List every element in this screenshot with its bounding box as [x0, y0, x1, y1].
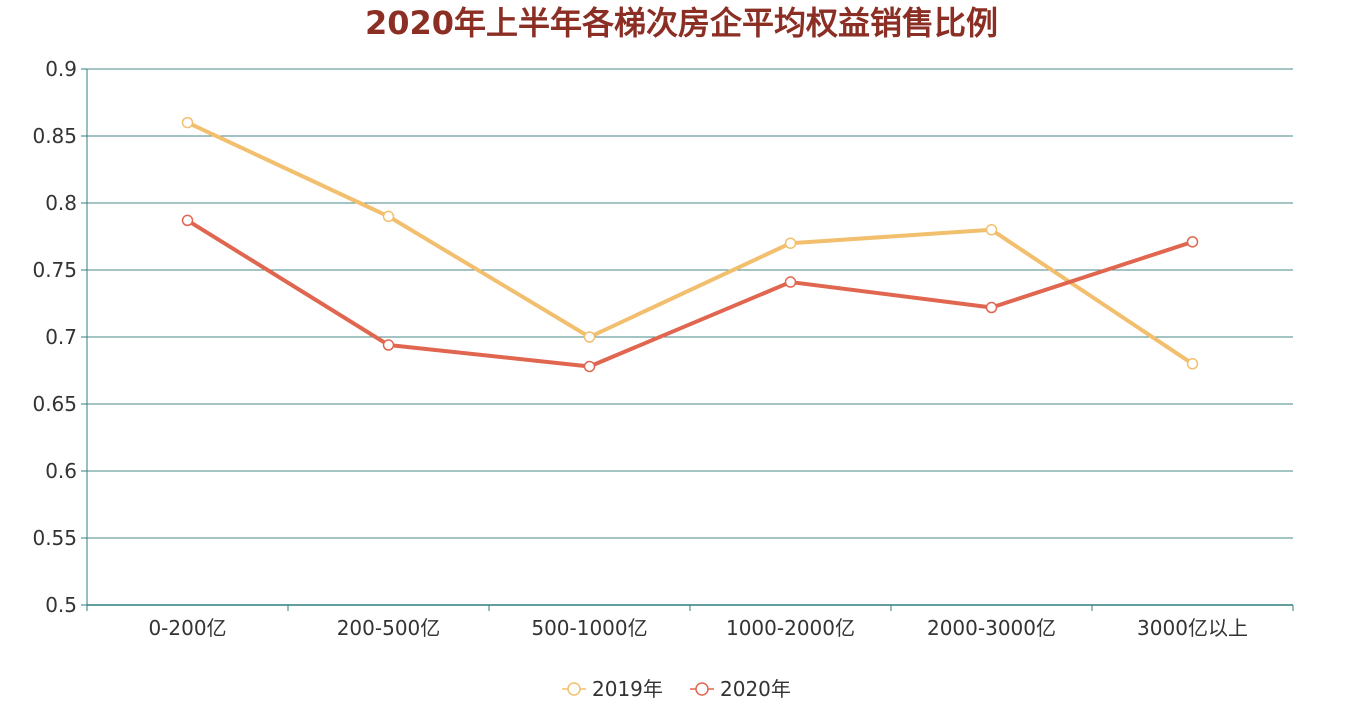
legend-label: 2019年	[592, 677, 663, 701]
data-point[interactable]	[181, 116, 194, 129]
data-point[interactable]	[583, 360, 596, 373]
data-point[interactable]	[583, 331, 596, 343]
legend-item-1[interactable]: 2019年	[562, 677, 663, 701]
x-tick-label: 1000-2000亿	[726, 616, 855, 640]
y-tick-label: 0.7	[45, 325, 77, 349]
x-tick-label: 3000亿以上	[1137, 616, 1248, 640]
y-tick-label: 0.75	[32, 258, 77, 282]
x-tick-label: 200-500亿	[337, 616, 441, 640]
data-point[interactable]	[382, 339, 395, 351]
axes: 0.5 0.55 0.6 0.65 0.7 0.75 0.8 0.85 0.9 0-200亿 200…	[32, 57, 1294, 640]
series-line	[185, 218, 1195, 369]
grid-lines	[87, 68, 1293, 606]
series-1	[181, 116, 1199, 370]
y-tick-label: 0.9	[45, 57, 77, 81]
chart-title: 2020年上半年各梯次房企平均权益销售比例	[364, 4, 999, 42]
data-point[interactable]	[181, 214, 194, 227]
legend-label: 2020年	[720, 677, 791, 701]
series-line	[185, 120, 1195, 366]
data-point[interactable]	[784, 276, 797, 288]
y-tick-label: 0.8	[45, 191, 77, 215]
data-point[interactable]	[985, 224, 998, 236]
legend-marker-icon	[695, 682, 709, 696]
data-point[interactable]	[382, 210, 395, 223]
x-tick-label: 0-200亿	[148, 616, 226, 640]
data-point[interactable]	[784, 237, 797, 249]
y-tick-label: 0.5	[45, 593, 77, 617]
series-2	[181, 214, 1199, 373]
legend[interactable]: 2019年 2020年	[562, 677, 791, 701]
legend-item-2[interactable]: 2020年	[690, 677, 791, 701]
y-tick-label: 0.55	[32, 526, 77, 550]
data-point[interactable]	[1186, 236, 1199, 248]
data-point[interactable]	[985, 301, 998, 314]
series-lines	[181, 116, 1199, 373]
x-tick-label: 2000-3000亿	[927, 616, 1056, 640]
x-tick-label: 500-1000亿	[531, 616, 647, 640]
y-tick-label: 0.6	[45, 459, 77, 483]
legend-marker-icon	[567, 682, 581, 696]
y-tick-label: 0.65	[32, 392, 77, 416]
y-tick-label: 0.85	[32, 124, 77, 148]
data-point[interactable]	[1186, 358, 1199, 370]
